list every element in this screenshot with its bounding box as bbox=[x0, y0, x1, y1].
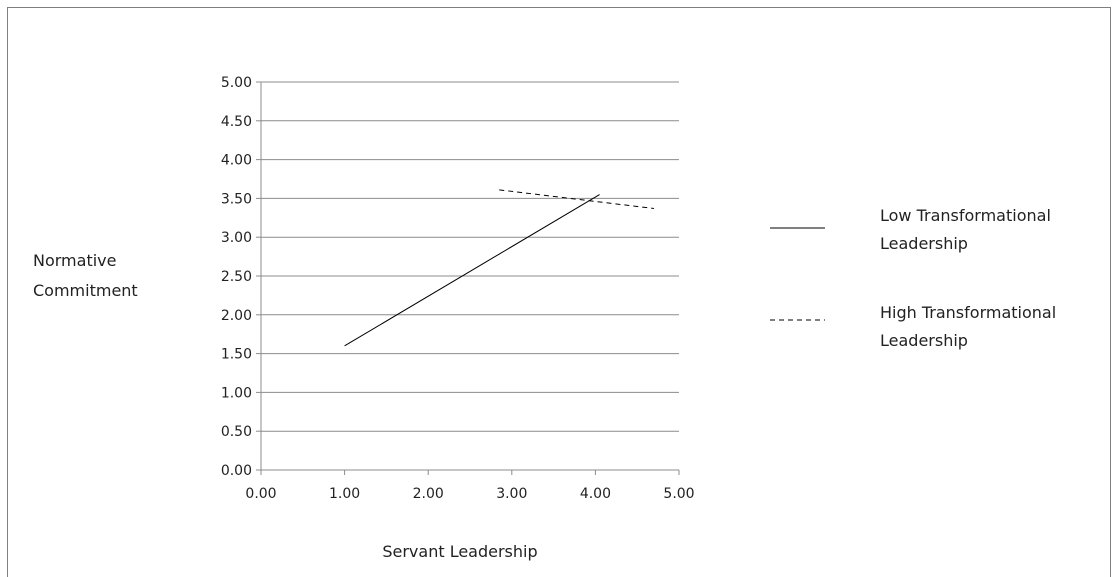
y-tick-label: 3.50 bbox=[221, 191, 252, 207]
y-tick-label: 5.00 bbox=[221, 75, 252, 91]
legend: Low Transformational Leadership High Tra… bbox=[770, 206, 1056, 350]
series-line-high bbox=[499, 189, 654, 209]
y-tick-label: 0.00 bbox=[221, 463, 252, 479]
y-tick-label: 1.50 bbox=[221, 347, 252, 363]
x-tick-label: 0.00 bbox=[245, 486, 276, 502]
x-tick-label: 2.00 bbox=[413, 486, 444, 502]
x-tick-label: 4.00 bbox=[580, 486, 611, 502]
series-lines bbox=[344, 189, 654, 347]
y-tick-label: 4.50 bbox=[221, 114, 252, 130]
y-tick-label: 3.00 bbox=[221, 230, 252, 246]
y-tick-label: 2.00 bbox=[221, 308, 252, 324]
x-tick-labels: 0.00 1.00 2.00 3.00 4.00 5.00 bbox=[245, 486, 694, 502]
x-tick-label: 5.00 bbox=[663, 486, 694, 502]
legend-label-low-line2: Leadership bbox=[880, 234, 968, 253]
y-tick-labels: 0.00 0.50 1.00 1.50 2.00 2.50 3.00 3.50 4.00 4.50… bbox=[221, 75, 252, 479]
axes bbox=[256, 81, 680, 475]
y-tick-label: 4.00 bbox=[221, 153, 252, 169]
x-axis-title: Servant Leadership bbox=[382, 542, 537, 561]
series-line-low bbox=[344, 194, 600, 347]
x-tick-label: 1.00 bbox=[329, 486, 360, 502]
y-tick-label: 0.50 bbox=[221, 424, 252, 440]
y-tick-label: 1.00 bbox=[221, 385, 252, 401]
y-tick-label: 2.50 bbox=[221, 269, 252, 285]
y-axis-title-line2: Commitment bbox=[33, 281, 138, 300]
chart-frame bbox=[7, 7, 1111, 577]
legend-label-high-line2: Leadership bbox=[880, 331, 968, 350]
legend-label-high-line1: High Transformational bbox=[880, 303, 1056, 322]
gridlines bbox=[261, 81, 679, 432]
y-axis-title-line1: Normative bbox=[33, 251, 116, 270]
x-tick-label: 3.00 bbox=[496, 486, 527, 502]
legend-label-low-line1: Low Transformational bbox=[880, 206, 1051, 225]
